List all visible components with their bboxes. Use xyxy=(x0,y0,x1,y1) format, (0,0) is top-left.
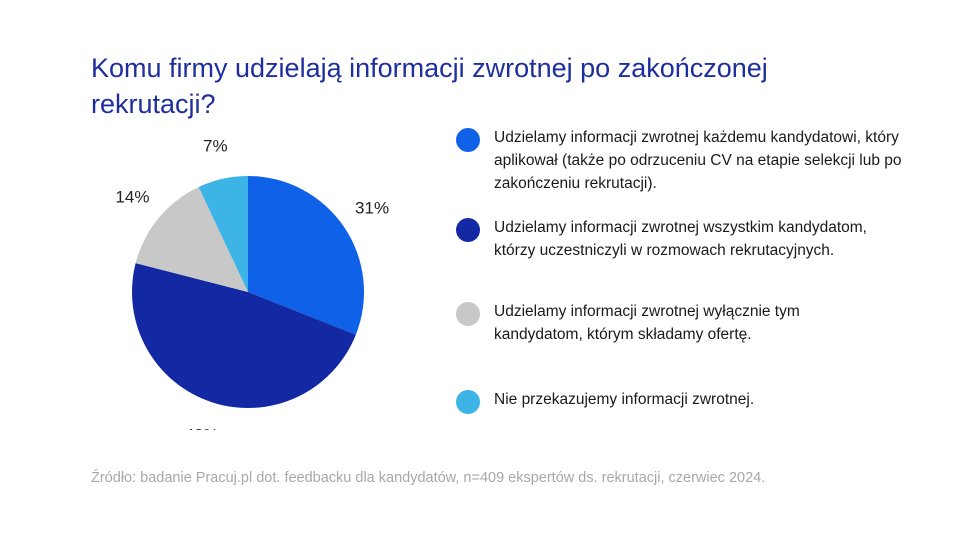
slice-value-label: 7% xyxy=(203,140,228,156)
pie-slice-2 xyxy=(135,187,248,292)
legend-label: Udzielamy informacji zwrotnej wyłącznie … xyxy=(494,303,800,343)
legend-label: Udzielamy informacji zwrotnej każdemu ka… xyxy=(494,129,902,192)
pie-slice-3 xyxy=(198,176,248,292)
slice-value-label: 14% xyxy=(115,187,149,206)
pie-slice-0 xyxy=(248,176,364,335)
legend-swatch xyxy=(456,390,480,414)
legend-item-each-applicant: Udzielamy informacji zwrotnej każdemu ka… xyxy=(456,126,914,195)
legend-item-no-feedback: Nie przekazujemy informacji zwrotnej. xyxy=(456,388,894,414)
slice-value-label: 48% xyxy=(185,426,219,430)
legend-item-offer-only: Udzielamy informacji zwrotnej wyłącznie … xyxy=(456,300,854,346)
source-note: Źródło: badanie Pracuj.pl dot. feedbacku… xyxy=(91,470,766,486)
legend-item-interviewed: Udzielamy informacji zwrotnej wszystkim … xyxy=(456,216,884,262)
pie-chart: 31% 48% 14% 7% xyxy=(115,140,389,430)
legend-swatch xyxy=(456,128,480,152)
legend-swatch xyxy=(456,302,480,326)
chart-title: Komu firmy udzielają informacji zwrotnej… xyxy=(91,53,768,119)
legend-swatch xyxy=(456,218,480,242)
legend-label: Udzielamy informacji zwrotnej wszystkim … xyxy=(494,219,867,259)
legend-label: Nie przekazujemy informacji zwrotnej. xyxy=(494,391,755,408)
slice-value-label: 31% xyxy=(355,199,389,218)
pie-slice-1 xyxy=(132,263,356,408)
